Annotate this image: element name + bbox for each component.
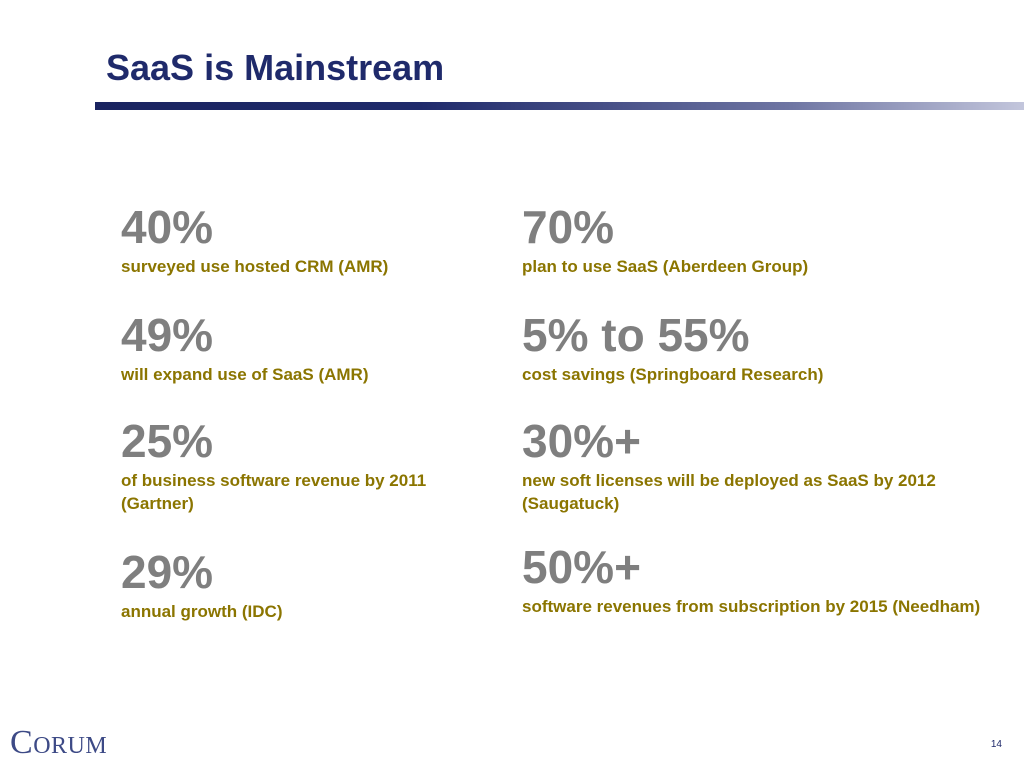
page-number: 14 <box>990 739 1002 750</box>
stat-plan-saas: 70% plan to use SaaS (Aberdeen Group) <box>522 201 992 278</box>
stat-annual-growth: 29% annual growth (IDC) <box>121 546 461 623</box>
stat-value: 50%+ <box>522 541 641 593</box>
stat-label: software revenues from subscription by 2… <box>522 597 981 616</box>
stat-value: 29% <box>121 546 214 598</box>
stat-label: plan to use SaaS (Aberdeen Group) <box>522 257 809 276</box>
stat-cost-savings: 5% to 55% cost savings (Springboard Rese… <box>522 309 992 386</box>
stat-label: new soft licenses will be deployed as Sa… <box>522 471 936 513</box>
corum-logo: CORUM <box>10 724 108 761</box>
stat-business-software-revenue: 25% of business software revenue by 2011… <box>121 415 461 515</box>
stat-label: will expand use of SaaS (AMR) <box>121 365 369 384</box>
stat-value: 49% <box>121 309 214 361</box>
stat-value: 70% <box>522 201 615 253</box>
stat-subscription-revenue: 50%+ software revenues from subscription… <box>522 541 992 618</box>
stat-value: 5% to 55% <box>522 309 750 361</box>
title-underline <box>95 102 1024 110</box>
stat-value: 30%+ <box>522 415 641 467</box>
stat-expand-saas: 49% will expand use of SaaS (AMR) <box>121 309 461 386</box>
stat-value: 40% <box>121 201 214 253</box>
stat-crm-hosted: 40% surveyed use hosted CRM (AMR) <box>121 201 461 278</box>
stat-value: 25% <box>121 415 214 467</box>
stat-label: cost savings (Springboard Research) <box>522 365 824 384</box>
stat-soft-licenses: 30%+ new soft licenses will be deployed … <box>522 415 992 515</box>
slide-title: SaaS is Mainstream <box>106 47 445 88</box>
stat-label: of business software revenue by 2011 (Ga… <box>121 471 427 513</box>
stat-label: surveyed use hosted CRM (AMR) <box>121 257 389 276</box>
stat-label: annual growth (IDC) <box>121 602 283 621</box>
